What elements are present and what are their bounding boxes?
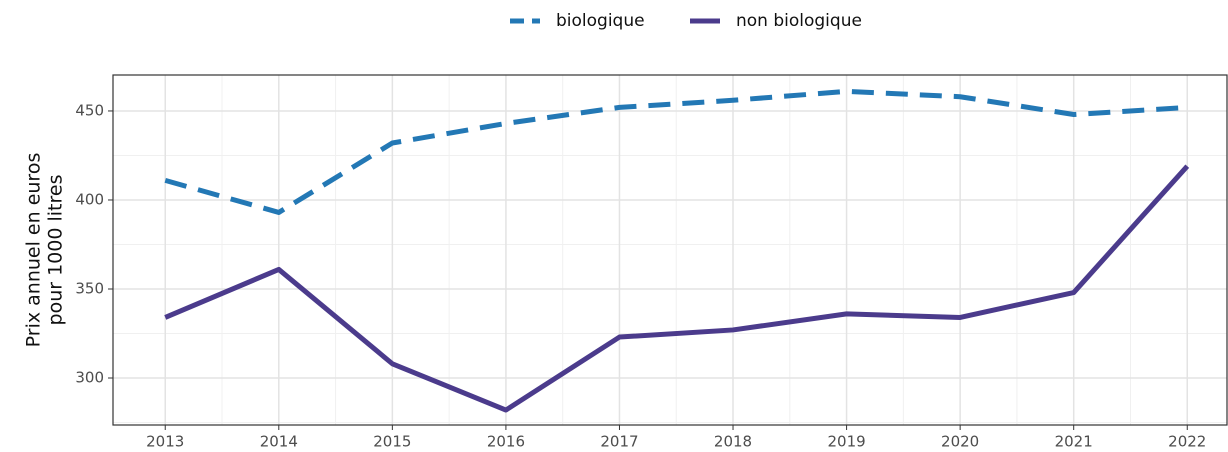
y-tick-label: 350 [75, 279, 104, 297]
y-tick-label: 300 [75, 369, 104, 387]
x-tick-label: 2021 [1055, 433, 1093, 451]
y-axis-title: Prix annuel en euros pour 1000 litres [23, 153, 67, 348]
x-tick-label: 2022 [1168, 433, 1206, 451]
series-line [164, 164, 1190, 413]
x-tick-label: 2013 [146, 433, 184, 451]
x-tick-label: 2014 [260, 433, 298, 451]
y-label-line: Prix annuel en euros [23, 153, 45, 348]
legend-label: biologique [556, 11, 645, 31]
x-tick-label: 2019 [827, 433, 865, 451]
plot-frame [112, 74, 1228, 426]
x-tick-label: 2017 [600, 433, 638, 451]
y-tick-label: 450 [75, 101, 104, 119]
y-tick-label: 400 [75, 190, 104, 208]
legend-label: non biologique [736, 11, 862, 31]
x-tick-label: 2016 [487, 433, 525, 451]
series-line [164, 88, 1188, 215]
x-tick-label: 2015 [373, 433, 411, 451]
y-label-line: pour 1000 litres [45, 175, 67, 326]
x-tick-label: 2020 [941, 433, 979, 451]
x-tick-label: 2018 [714, 433, 752, 451]
